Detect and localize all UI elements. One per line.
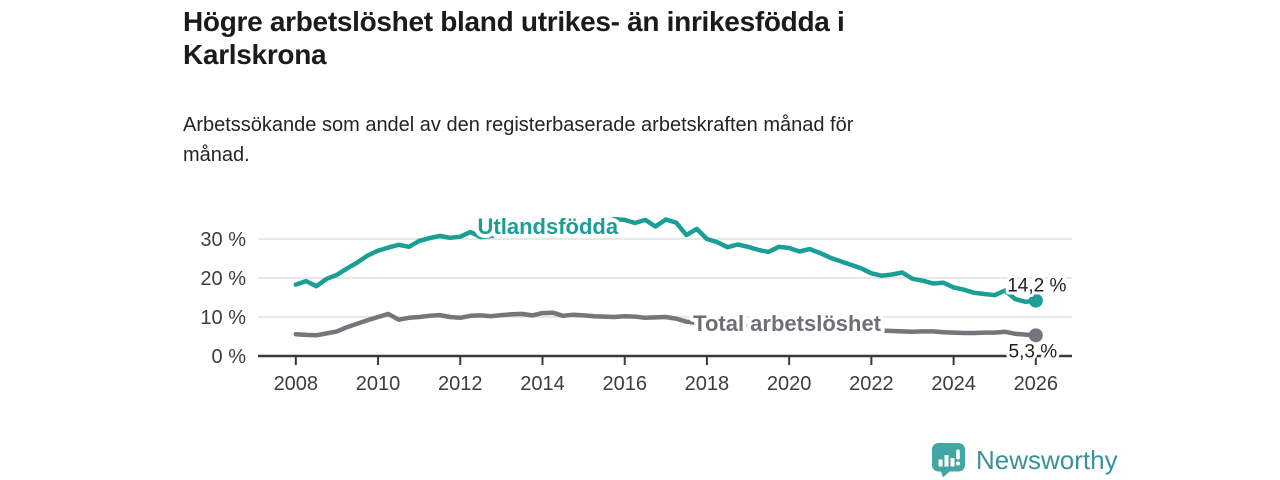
x-axis-tick-label: 2020 [767, 373, 812, 395]
logo-bubble-tail [940, 470, 951, 478]
subtitle-line-2: månad. [183, 144, 250, 166]
y-axis-tick-label: 30 % [200, 229, 246, 251]
x-axis-tick-label: 2016 [602, 373, 647, 395]
x-axis-tick-label: 2024 [931, 373, 976, 395]
series-label: Total arbetslöshet [693, 311, 882, 336]
x-axis-tick-label: 2010 [356, 373, 401, 395]
chart-subtitle: Arbetssökande som andel av den registerb… [183, 110, 853, 170]
newsworthy-logo-icon [932, 443, 965, 478]
series-end-dot [1028, 328, 1043, 343]
series-line-utlandsf-dda [293, 216, 1039, 305]
logo-bar-1 [938, 459, 943, 467]
title-line-2: Karlskrona [183, 39, 327, 70]
page-title: Högre arbetslöshet bland utrikes- än inr… [183, 5, 845, 71]
series-end-value-label: 5,3 % [1009, 341, 1058, 362]
y-axis-tick-label: 0 % [212, 346, 247, 368]
x-axis-tick-label: 2018 [685, 373, 730, 395]
y-axis-tick-label: 20 % [200, 268, 246, 290]
x-axis-tick-label: 2022 [849, 373, 894, 395]
x-axis-tick-label: 2014 [520, 373, 565, 395]
logo-exclamation-bar [956, 449, 960, 460]
series-label: Utlandsfödda [478, 214, 619, 239]
series-end-value-label: 14,2 % [1007, 276, 1066, 297]
series-line-total-arbetsl-shet [293, 310, 1039, 338]
subtitle-line-1: Arbetssökande som andel av den registerb… [183, 114, 854, 136]
newsworthy-brand: Newsworthy [931, 442, 1118, 478]
x-axis-tick-label: 2012 [438, 373, 483, 395]
title-line-1: Högre arbetslöshet bland utrikes- än inr… [183, 6, 845, 37]
y-axis-tick-label: 10 % [200, 307, 246, 329]
series-end-dot [1028, 293, 1043, 308]
logo-bar-2 [944, 455, 949, 467]
x-axis-tick-label: 2026 [1014, 373, 1059, 395]
logo-exclamation-dot [956, 461, 960, 466]
logo-bar-3 [950, 458, 955, 467]
brand-name: Newsworthy [976, 444, 1118, 475]
x-axis-tick-label: 2008 [274, 373, 319, 395]
